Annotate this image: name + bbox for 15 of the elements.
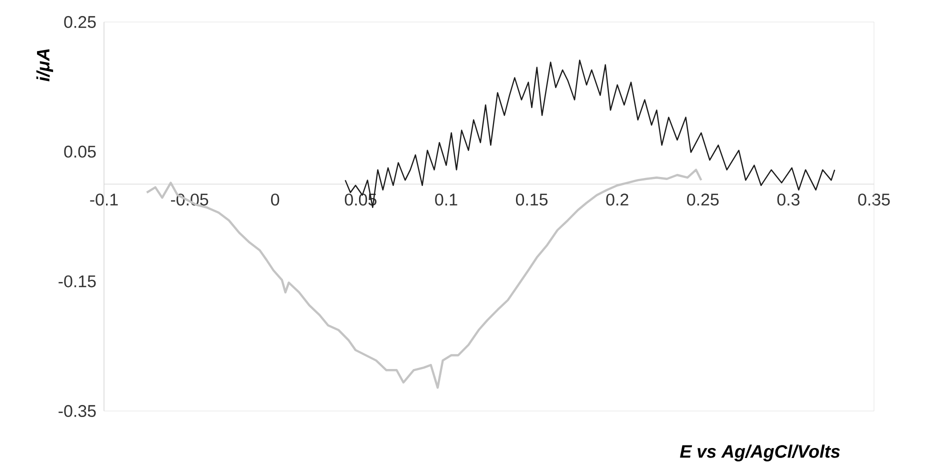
x-tick-label: 0.1 bbox=[435, 194, 458, 206]
x-tick-label: 0.3 bbox=[777, 194, 800, 206]
x-tick-label: 0.35 bbox=[858, 194, 890, 206]
x-axis-title: E vs Ag/AgCl/Volts bbox=[680, 444, 840, 462]
y-tick-label: 0.25 bbox=[64, 16, 96, 28]
y-tick-label: -0.15 bbox=[58, 275, 96, 288]
y-tick-label: -0.35 bbox=[58, 405, 96, 417]
y-tick-label: 0.05 bbox=[64, 146, 96, 158]
y-axis-title: i/μA bbox=[36, 49, 54, 82]
x-tick-label: -0.1 bbox=[90, 194, 118, 206]
line-series bbox=[344, 60, 836, 208]
x-tick-label: 0.2 bbox=[606, 194, 628, 206]
x-tick-label: 0.25 bbox=[687, 194, 719, 206]
x-tick-label: 0.15 bbox=[516, 194, 548, 206]
x-tick-label: 0 bbox=[271, 194, 280, 206]
